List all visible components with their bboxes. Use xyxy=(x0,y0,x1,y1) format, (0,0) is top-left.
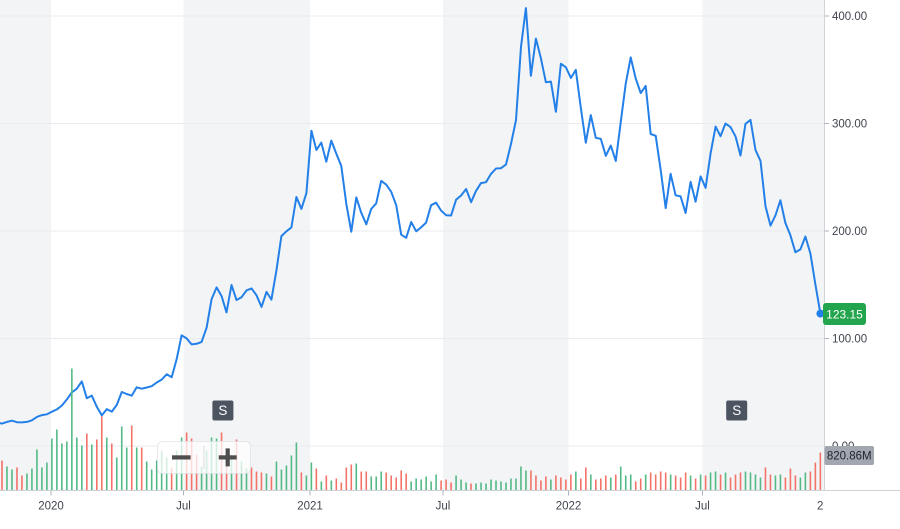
svg-text:100.00: 100.00 xyxy=(832,334,867,346)
svg-text:2020: 2020 xyxy=(38,501,64,513)
svg-text:2: 2 xyxy=(817,501,823,513)
svg-text:2022: 2022 xyxy=(556,501,582,513)
svg-text:200.00: 200.00 xyxy=(832,226,867,238)
svg-text:820.86M: 820.86M xyxy=(827,451,872,463)
svg-text:S: S xyxy=(218,403,227,418)
svg-text:123.15: 123.15 xyxy=(826,308,863,322)
svg-text:Jul: Jul xyxy=(176,501,191,513)
svg-text:2021: 2021 xyxy=(297,501,323,513)
svg-text:400.00: 400.00 xyxy=(832,11,867,23)
svg-text:Jul: Jul xyxy=(436,501,451,513)
svg-text:300.00: 300.00 xyxy=(832,119,867,131)
svg-text:S: S xyxy=(732,403,741,418)
svg-text:Jul: Jul xyxy=(695,501,710,513)
